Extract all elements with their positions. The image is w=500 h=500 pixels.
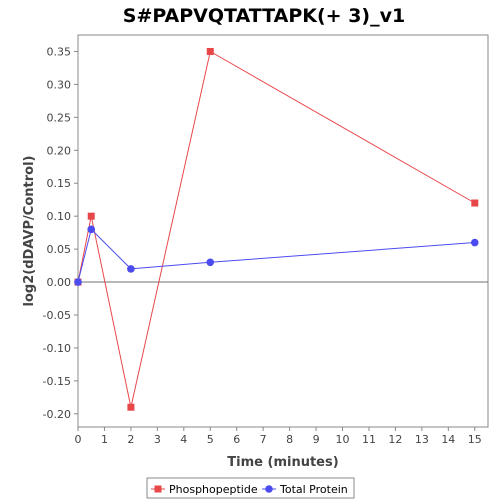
y-tick-label: -0.05 [43,309,71,322]
data-point-phosphopeptide [87,212,95,220]
x-tick-label: 0 [75,433,82,446]
x-tick-label: 5 [207,433,214,446]
y-tick-label: 0.10 [47,210,72,223]
legend-marker-phosphopeptide [154,485,162,493]
x-tick-label: 14 [441,433,455,446]
data-point-phosphopeptide [127,403,135,411]
x-tick-label: 4 [180,433,187,446]
x-tick-label: 9 [313,433,320,446]
x-tick-label: 13 [415,433,429,446]
data-point-total-protein [206,258,215,267]
legend-marker-total-protein [265,485,273,493]
data-point-total-protein [127,265,135,273]
x-tick-label: 15 [468,433,482,446]
y-axis-label: log2(dDAVP/Control) [22,156,37,307]
x-tick-label: 6 [233,433,240,446]
x-tick-label: 1 [101,433,108,446]
axes: 0 1 2 3 4 5 6 7 8 9 10 11 12 13 14 150.350.300.250.200.… [43,45,488,446]
y-tick-label: 0.15 [47,177,72,190]
x-tick-label: 11 [362,433,376,446]
y-tick-label: -0.10 [43,342,71,355]
y-tick-label: 0.25 [47,111,72,124]
y-tick-label: 0.30 [47,78,72,91]
y-tick-label: 0.05 [47,243,72,256]
legend-label-total-protein: Total Protein [279,483,348,496]
legend-box [146,477,355,499]
data-point-phosphopeptide [471,199,479,207]
x-axis-label: Time (minutes) [227,455,338,470]
x-tick-label: 3 [154,433,161,446]
y-tick-label: 0.00 [47,276,72,289]
data-point-total-protein [87,225,96,234]
x-tick-label: 8 [286,433,293,446]
series-layer [74,47,479,411]
x-tick-label: 7 [260,433,267,446]
plot-area [77,34,489,428]
y-tick-label: 0.35 [47,45,72,58]
x-tick-label: 2 [127,433,134,446]
y-tick-label: 0.20 [47,144,72,157]
data-point-phosphopeptide [206,47,214,55]
legend: Phosphopeptide Total Protein [146,477,355,499]
data-point-total-protein [74,278,82,286]
data-point-total-protein [470,238,479,247]
x-tick-label: 12 [388,433,402,446]
x-tick-label: 10 [336,433,350,446]
y-tick-label: -0.15 [43,375,71,388]
legend-label-phosphopeptide: Phosphopeptide [169,483,258,496]
chart-title: S#PAPVQTATTAPK(+ 3)_v1 [123,5,405,27]
y-tick-label: -0.20 [43,408,71,421]
